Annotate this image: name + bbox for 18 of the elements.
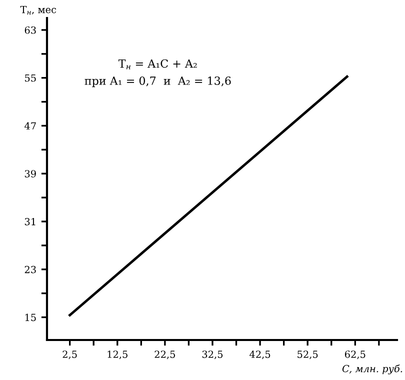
y-tick-label: 31 <box>24 218 36 226</box>
annotation: T$_{н}$ = A₁C + A₂ <box>118 59 197 70</box>
y-axis-title: T$_{н}$, мес <box>20 6 56 15</box>
x-tick-label: 22,5 <box>154 350 176 360</box>
x-tick-label: 32,5 <box>202 350 223 360</box>
x-tick-label: 42,5 <box>250 350 270 360</box>
annotation: при A₁ = 0,7 и A₂ = 13,6 <box>84 76 231 88</box>
x-tick-label: 12,5 <box>108 350 128 360</box>
y-tick-label: 63 <box>24 26 36 34</box>
x-axis-title: C, млн. руб. <box>342 364 402 374</box>
x-tick-label: 52,5 <box>298 350 318 360</box>
y-tick-label: 55 <box>25 74 36 82</box>
x-tick-label: 62,5 <box>344 350 366 360</box>
y-tick-label: 15 <box>25 314 36 322</box>
y-tick-label: 23 <box>24 266 36 274</box>
y-tick-label: 39 <box>24 170 36 178</box>
x-tick-label: 2,5 <box>62 350 77 360</box>
y-tick-label: 47 <box>24 122 36 130</box>
